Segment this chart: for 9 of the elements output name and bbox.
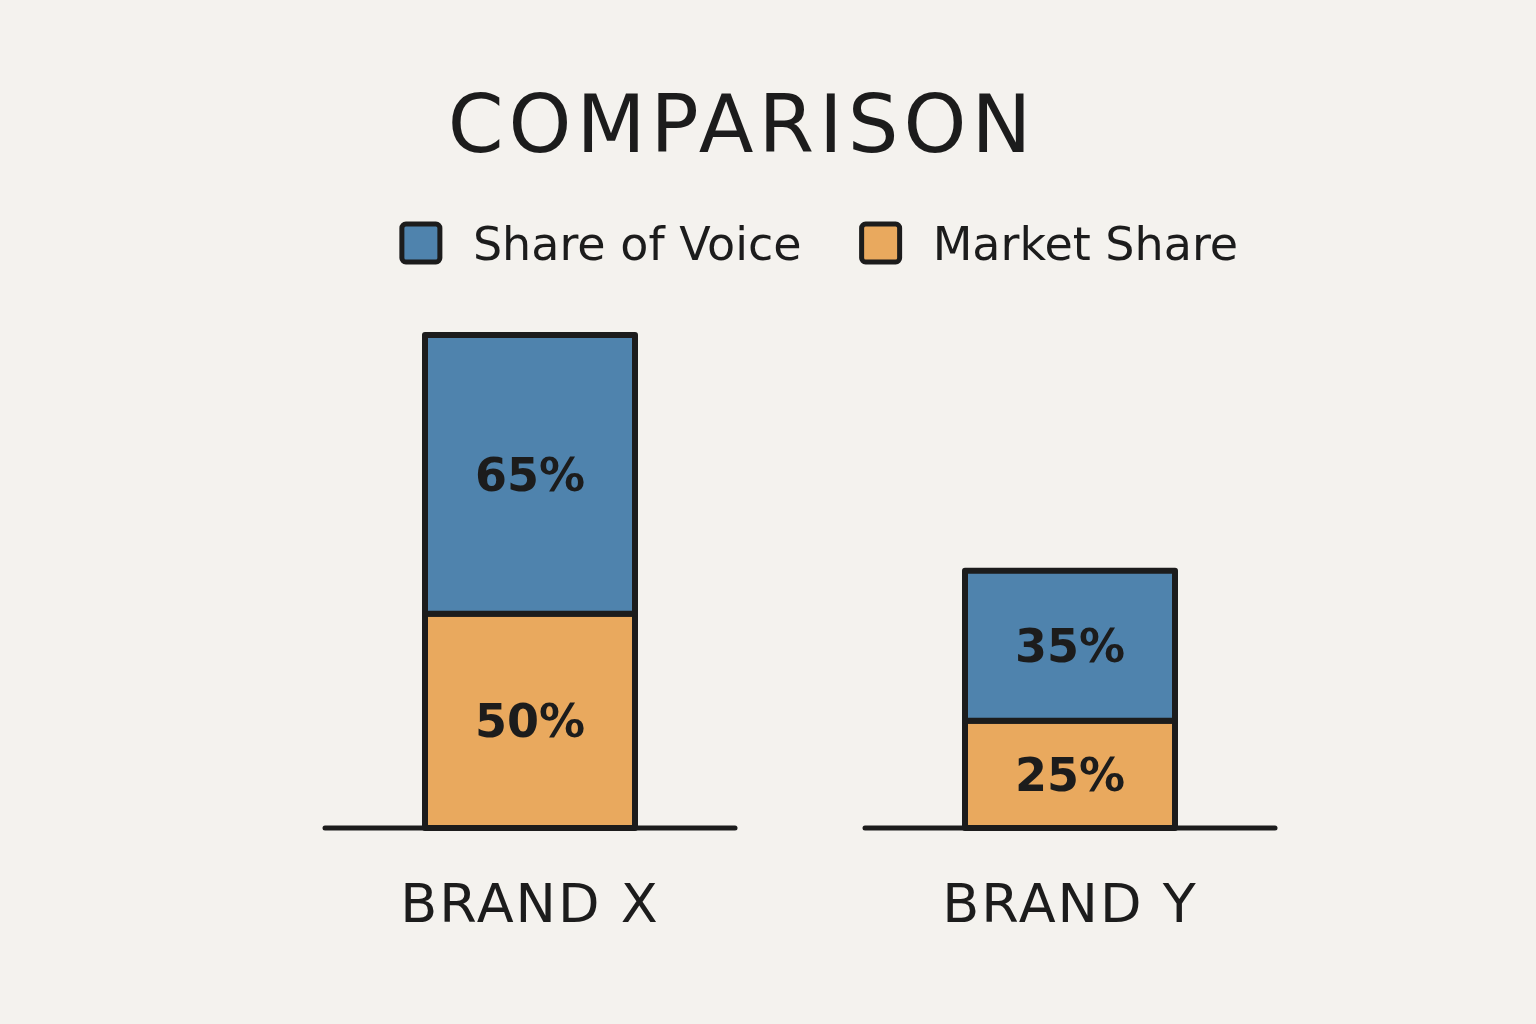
data-label: 25%: [1014, 747, 1126, 802]
legend-label: Market Share: [932, 216, 1239, 271]
data-label: 35%: [1014, 619, 1126, 674]
x-tick-label: BRAND Y: [942, 872, 1198, 935]
legend-label: Share of Voice: [472, 216, 802, 271]
chart-title: COMPARISON: [447, 78, 1037, 171]
x-tick-label: BRAND X: [400, 872, 660, 935]
data-label: 50%: [474, 694, 586, 749]
data-label: 65%: [474, 447, 586, 502]
